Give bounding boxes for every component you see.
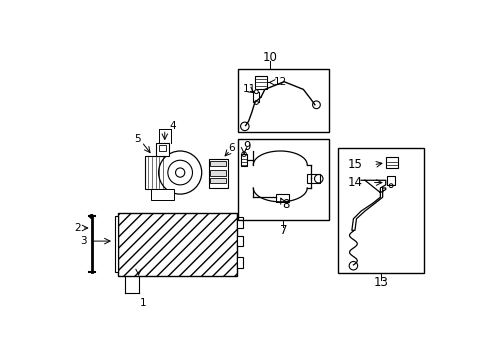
Text: 9: 9: [243, 140, 250, 153]
Text: 14: 14: [346, 176, 362, 189]
Bar: [241, 154, 246, 166]
Bar: [386, 176, 394, 185]
Bar: [385, 157, 397, 168]
Bar: [210, 178, 225, 183]
Circle shape: [254, 90, 258, 94]
Text: 11: 11: [242, 84, 255, 94]
Text: 5: 5: [133, 134, 140, 144]
Circle shape: [158, 151, 202, 194]
Bar: [276, 194, 288, 202]
Text: 6: 6: [228, 143, 235, 153]
Bar: [144, 156, 190, 189]
Bar: [151, 189, 174, 200]
Bar: [237, 236, 243, 247]
Text: 12: 12: [273, 77, 286, 87]
Bar: [238, 139, 328, 220]
Bar: [237, 217, 243, 228]
Bar: [155, 143, 169, 156]
Text: 2: 2: [74, 223, 81, 233]
Bar: [118, 213, 237, 276]
Bar: [253, 92, 259, 103]
Text: 13: 13: [373, 276, 388, 289]
Text: 7: 7: [279, 224, 286, 237]
Bar: [208, 159, 227, 188]
Circle shape: [254, 100, 258, 104]
Circle shape: [167, 160, 192, 185]
Circle shape: [175, 168, 184, 177]
Circle shape: [89, 215, 93, 219]
Bar: [158, 145, 166, 151]
Bar: [115, 216, 118, 272]
Bar: [210, 170, 225, 176]
Text: 15: 15: [346, 158, 362, 171]
Bar: [238, 69, 328, 132]
Text: 1: 1: [140, 298, 146, 309]
Text: 8: 8: [282, 198, 289, 211]
Bar: [237, 257, 243, 268]
Bar: [210, 161, 225, 166]
Bar: [254, 76, 266, 89]
Text: 4: 4: [169, 121, 175, 131]
Bar: [306, 174, 319, 183]
Bar: [337, 148, 424, 273]
Text: 3: 3: [81, 236, 87, 246]
Text: 10: 10: [262, 51, 277, 64]
